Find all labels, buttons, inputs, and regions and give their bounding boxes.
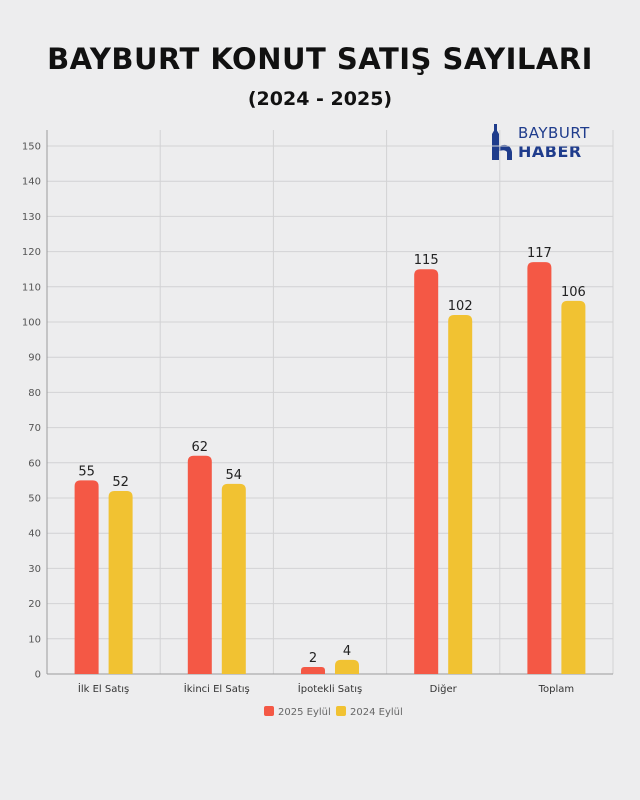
legend-label: 2024 Eylül: [350, 707, 403, 718]
y-tick-label: 50: [28, 494, 41, 505]
bar-2025-0: [74, 480, 99, 674]
bar-2025-2: [301, 666, 325, 674]
x-tick-label: Toplam: [538, 684, 575, 695]
y-tick-label: 90: [28, 353, 41, 364]
legend-swatch: [336, 706, 346, 716]
bar-2024-1: [221, 483, 246, 674]
legend-swatch: [264, 706, 274, 716]
y-tick-label: 130: [22, 212, 41, 223]
x-tick-label: Diğer: [430, 683, 458, 695]
y-tick-label: 120: [22, 247, 41, 258]
data-label: 117: [527, 246, 552, 261]
bar-2024-2: [335, 659, 359, 674]
chart-title: BAYBURT KONUT SATIŞ SAYILARI: [47, 42, 593, 76]
y-tick-label: 10: [28, 634, 41, 645]
y-tick-label: 70: [28, 423, 41, 434]
y-tick-label: 30: [28, 564, 41, 575]
logo-text-haber: HABER: [518, 142, 582, 161]
data-label: 106: [561, 285, 586, 300]
bar-2025-4: [527, 262, 552, 674]
data-label: 62: [192, 440, 209, 455]
y-tick-label: 100: [22, 318, 41, 329]
chart-subtitle: (2024 - 2025): [247, 88, 393, 110]
bar-2024-0: [108, 490, 133, 674]
data-label: 52: [112, 475, 129, 490]
y-tick-label: 80: [28, 388, 41, 399]
data-label: 54: [226, 468, 243, 483]
y-tick-label: 110: [22, 282, 41, 293]
data-label: 55: [78, 464, 95, 479]
bar-2025-1: [187, 455, 212, 674]
x-tick-label: İlk El Satış: [78, 682, 129, 695]
legend-label: 2025 Eylül: [278, 707, 331, 718]
y-tick-label: 20: [28, 599, 41, 610]
bar-2025-3: [414, 269, 439, 674]
x-tick-label: İkinci El Satış: [184, 682, 250, 695]
data-label: 4: [343, 644, 351, 659]
y-tick-label: 150: [22, 142, 41, 153]
bayburt-haber-logo: BAYBURT HABER: [488, 120, 598, 166]
data-label: 115: [414, 253, 439, 268]
y-tick-label: 140: [22, 177, 41, 188]
bar-2024-4: [561, 300, 586, 674]
bar-2024-3: [448, 314, 473, 674]
logo-text-bayburt: BAYBURT: [518, 124, 590, 142]
minaret-icon: [492, 124, 512, 160]
y-tick-label: 60: [28, 458, 41, 469]
y-tick-label: 0: [35, 670, 41, 681]
data-label: 2: [309, 651, 317, 666]
data-label: 102: [448, 299, 473, 314]
y-tick-label: 40: [28, 529, 41, 540]
x-tick-label: İpotekli Satış: [298, 682, 362, 695]
